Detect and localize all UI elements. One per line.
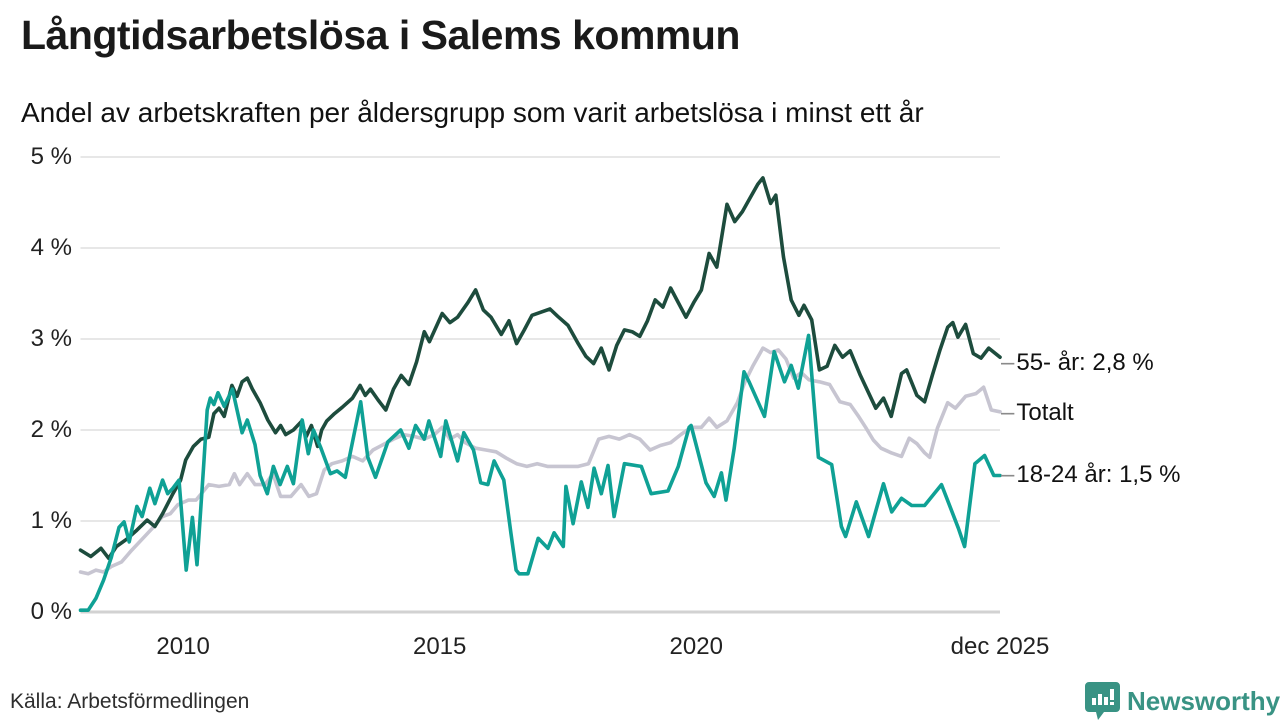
x-tick-label: dec 2025 xyxy=(950,633,1050,660)
legend-tick-18-24: – xyxy=(1001,461,1015,488)
legend-item-55-plus: –55- år: 2,8 % xyxy=(1001,348,1154,377)
y-tick-label: 0 % xyxy=(30,598,72,625)
series-line-Totalt xyxy=(78,346,1002,576)
x-tick-label: 2010 xyxy=(156,633,210,660)
newsworthy-logo-icon xyxy=(1085,682,1120,720)
page-subtitle: Andel av arbetskraften per åldersgrupp s… xyxy=(21,97,924,128)
series-line-18-24 år xyxy=(78,333,1002,612)
source-credit: Källa: Arbetsförmedlingen xyxy=(10,690,250,713)
legend-tick-55-plus: – xyxy=(1001,349,1015,376)
y-tick-label: 1 % xyxy=(30,507,72,534)
y-tick-label: 2 % xyxy=(30,416,72,443)
legend-label-55-plus: 55- år: 2,8 % xyxy=(1016,349,1154,376)
legend-label-totalt: Totalt xyxy=(1016,399,1074,426)
newsworthy-wordmark: Newsworthy xyxy=(1127,686,1280,716)
page-title: Långtidsarbetslösa i Salems kommun xyxy=(21,12,740,58)
series-line-55- år xyxy=(78,176,1002,561)
x-tick-label: 2020 xyxy=(669,633,723,660)
legend-label-18-24: 18-24 år: 1,5 % xyxy=(1016,461,1181,488)
y-tick-label: 5 % xyxy=(30,143,72,170)
y-tick-label: 3 % xyxy=(30,325,72,352)
x-tick-label: 2015 xyxy=(412,633,467,660)
y-tick-label: 4 % xyxy=(30,234,72,261)
legend-item-18-24: –18-24 år: 1,5 % xyxy=(1001,460,1180,489)
legend-item-totalt: –Totalt xyxy=(1001,398,1074,427)
legend-tick-totalt: – xyxy=(1001,399,1015,426)
